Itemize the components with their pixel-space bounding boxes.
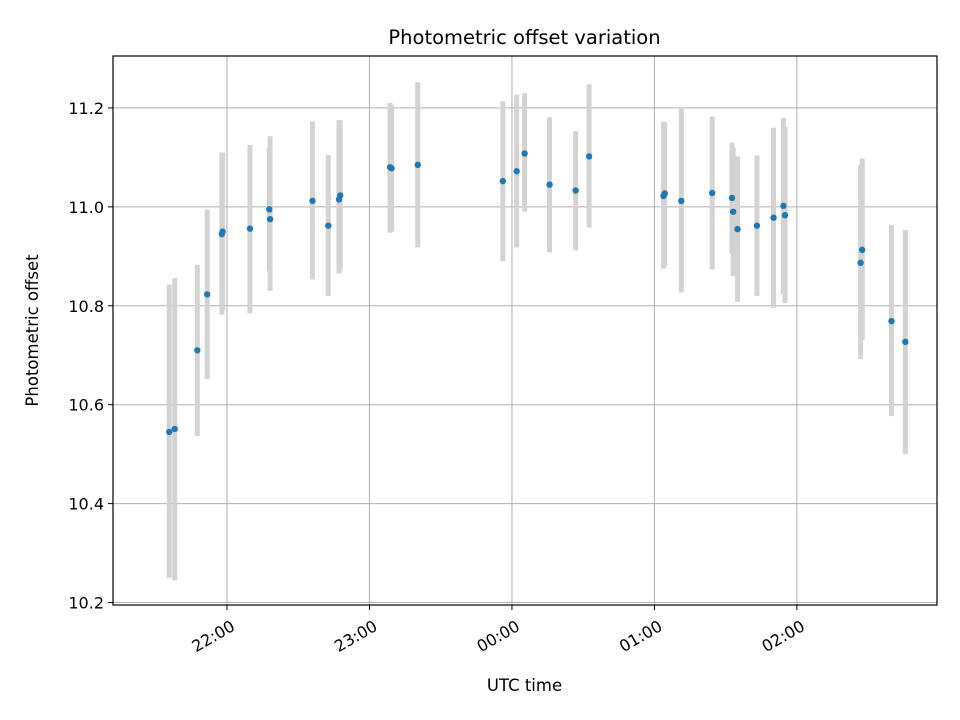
- data-point: [770, 214, 777, 221]
- data-point: [781, 212, 789, 219]
- x-tick-label: 02:00: [758, 616, 807, 656]
- y-axis: 10.2 10.4 10.6 10.8 11.0 11.2: [68, 99, 113, 613]
- x-tick-label: 01:00: [616, 616, 665, 656]
- y-tick-label: 10.4: [68, 495, 104, 514]
- data-point: [499, 177, 507, 185]
- data-point: [709, 189, 716, 197]
- y-tick-label: 10.6: [68, 396, 104, 415]
- data-point: [388, 165, 395, 172]
- data-point: [734, 225, 741, 233]
- data-point: [678, 197, 685, 205]
- x-tick-label: 22:00: [189, 616, 238, 656]
- x-axis: 22:00 23:00 00:00 01:00 02:00: [189, 605, 808, 656]
- data-point: [325, 222, 332, 229]
- data-points: [165, 150, 909, 436]
- data-point: [585, 153, 593, 160]
- data-point: [246, 225, 254, 232]
- data-point: [194, 347, 201, 354]
- data-point: [753, 222, 761, 229]
- y-axis-title: Photometric offset: [23, 254, 42, 407]
- data-point: [902, 338, 909, 346]
- y-tick-label: 11.2: [68, 99, 104, 118]
- data-point: [203, 291, 211, 298]
- x-axis-title: UTC time: [487, 676, 562, 695]
- data-point: [513, 168, 520, 175]
- data-point: [521, 150, 528, 157]
- data-point: [888, 317, 895, 325]
- grid: [113, 56, 937, 605]
- data-point: [546, 181, 553, 188]
- data-point: [729, 208, 737, 215]
- data-point: [414, 161, 421, 169]
- y-tick-label: 11.0: [68, 198, 104, 217]
- data-point: [780, 202, 787, 210]
- data-point: [266, 206, 273, 213]
- data-point: [661, 190, 668, 197]
- data-point: [728, 194, 736, 202]
- x-tick-label: 00:00: [474, 616, 523, 656]
- data-point: [309, 197, 316, 205]
- data-point: [857, 259, 864, 266]
- data-point: [165, 428, 173, 436]
- data-point: [572, 187, 579, 194]
- data-point: [219, 228, 226, 235]
- data-point: [858, 246, 866, 254]
- y-tick-label: 10.8: [68, 297, 104, 316]
- y-tick-label: 10.2: [68, 594, 104, 613]
- data-point: [266, 216, 274, 223]
- chart-title: Photometric offset variation: [388, 26, 660, 49]
- plot-frame: [112, 55, 938, 606]
- x-tick-label: 23:00: [331, 616, 380, 656]
- data-point: [336, 192, 344, 199]
- data-point: [171, 425, 178, 433]
